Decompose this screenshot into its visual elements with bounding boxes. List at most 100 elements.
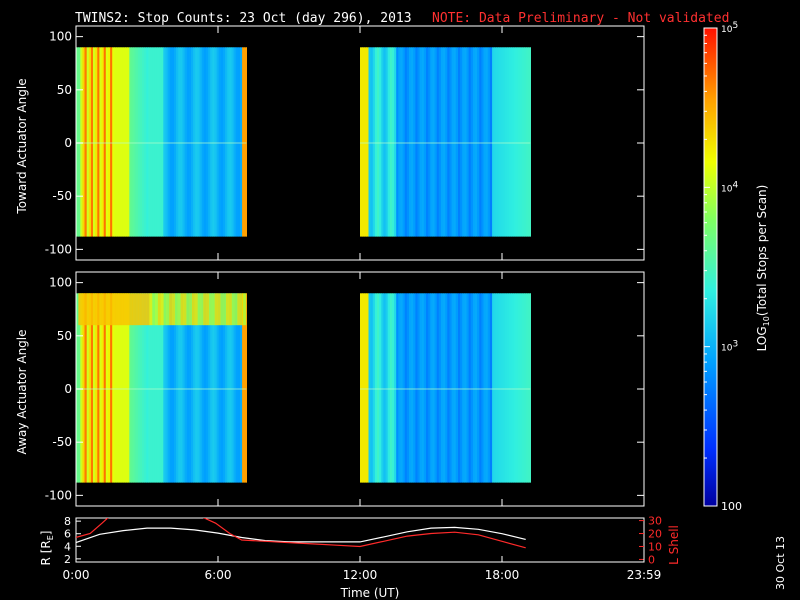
heat-cell xyxy=(86,293,90,483)
heat-cell xyxy=(233,293,237,483)
heat-cell xyxy=(80,293,83,483)
high-angle-band xyxy=(126,293,130,326)
heat-cell xyxy=(404,47,408,237)
high-angle-band xyxy=(115,293,119,326)
heat-cell xyxy=(188,293,192,483)
high-angle-band xyxy=(86,293,90,326)
preliminary-note: NOTE: Data Preliminary - Not validated xyxy=(432,11,729,26)
heat-cell xyxy=(182,47,186,237)
heat-cell xyxy=(118,293,122,483)
heat-cell xyxy=(496,47,499,237)
heat-cell xyxy=(116,293,120,483)
heat-cell xyxy=(451,47,455,237)
high-angle-band xyxy=(163,293,167,326)
heat-cell xyxy=(485,47,489,237)
heat-cell xyxy=(169,293,173,483)
heat-cell xyxy=(487,47,491,237)
heat-cell xyxy=(426,293,429,483)
y-tick-label: 0 xyxy=(64,382,72,396)
heat-cell xyxy=(156,293,160,483)
heat-cell xyxy=(163,293,166,483)
heat-cell xyxy=(485,293,489,483)
y-tick-label: -100 xyxy=(45,488,72,502)
heat-cell xyxy=(391,293,395,483)
heat-cell xyxy=(406,293,410,483)
heat-cell xyxy=(220,293,224,483)
heat-cell xyxy=(240,293,243,483)
heat-cell xyxy=(383,47,387,237)
heat-cell xyxy=(436,47,440,237)
heat-cell xyxy=(379,293,382,483)
heat-cell xyxy=(449,293,453,483)
heat-cell xyxy=(423,47,427,237)
high-angle-band xyxy=(172,293,176,326)
heat-cell xyxy=(372,47,376,237)
orbit-frame xyxy=(75,517,645,563)
heat-cell xyxy=(216,47,220,237)
high-angle-band xyxy=(166,293,170,326)
l-tick-label: 20 xyxy=(648,528,662,541)
heat-cell xyxy=(498,47,502,237)
heat-cell xyxy=(88,293,92,483)
y-tick-label: -50 xyxy=(52,435,72,449)
heat-cell xyxy=(492,47,495,237)
heat-cell xyxy=(528,47,531,237)
high-angle-band xyxy=(191,293,196,326)
heat-cell xyxy=(169,47,173,237)
x-tick-label: 0:00 xyxy=(63,568,90,582)
heat-cell xyxy=(377,47,380,237)
heat-cell xyxy=(432,47,436,237)
l-tick-label: 0 xyxy=(648,553,655,566)
high-angle-band xyxy=(143,293,147,326)
colorbar-frame xyxy=(703,27,718,507)
heat-cell xyxy=(99,47,103,237)
heat-cell xyxy=(511,293,514,483)
heat-cell xyxy=(118,47,122,237)
heat-cell xyxy=(445,47,448,237)
heat-cell xyxy=(455,47,459,237)
heat-cell xyxy=(165,47,169,237)
heat-cell xyxy=(404,293,408,483)
heat-cell xyxy=(246,293,247,483)
heat-cell xyxy=(199,47,203,237)
heat-cell xyxy=(203,293,207,483)
heat-cell xyxy=(368,47,372,237)
heat-cell xyxy=(528,293,531,483)
heat-cell xyxy=(475,293,478,483)
y-tick-label: 50 xyxy=(57,83,72,97)
heat-cell xyxy=(507,293,510,483)
heat-cell xyxy=(225,293,228,483)
heat-cell xyxy=(515,293,519,483)
heat-cell xyxy=(174,293,177,483)
high-angle-band xyxy=(194,293,198,326)
heat-cell xyxy=(502,293,506,483)
heat-cell xyxy=(402,47,406,237)
heat-cell xyxy=(524,47,527,237)
heat-cell xyxy=(370,293,374,483)
heat-cell xyxy=(220,47,224,237)
heat-cell xyxy=(78,293,81,483)
heat-cell xyxy=(417,47,421,237)
colorbar-ticks: 105 104 103 100 xyxy=(704,21,742,513)
heat-cell xyxy=(396,293,399,483)
heat-cell xyxy=(112,47,115,237)
heat-cell xyxy=(509,47,512,237)
heat-cell xyxy=(165,293,169,483)
heat-cell xyxy=(171,47,175,237)
heat-cell xyxy=(133,293,137,483)
heat-cell xyxy=(131,293,135,483)
heat-cell xyxy=(88,47,92,237)
heat-cell xyxy=(235,293,239,483)
heat-cell xyxy=(216,293,220,483)
heat-cell xyxy=(201,47,205,237)
heat-cell xyxy=(458,47,461,237)
y-tick-label: 50 xyxy=(57,329,72,343)
heat-cell xyxy=(231,47,235,237)
heat-cell xyxy=(82,47,86,237)
heat-cell xyxy=(504,293,508,483)
heat-cell xyxy=(513,47,517,237)
high-angle-band xyxy=(186,293,190,326)
heat-cell xyxy=(419,47,423,237)
heat-cell xyxy=(481,47,485,237)
